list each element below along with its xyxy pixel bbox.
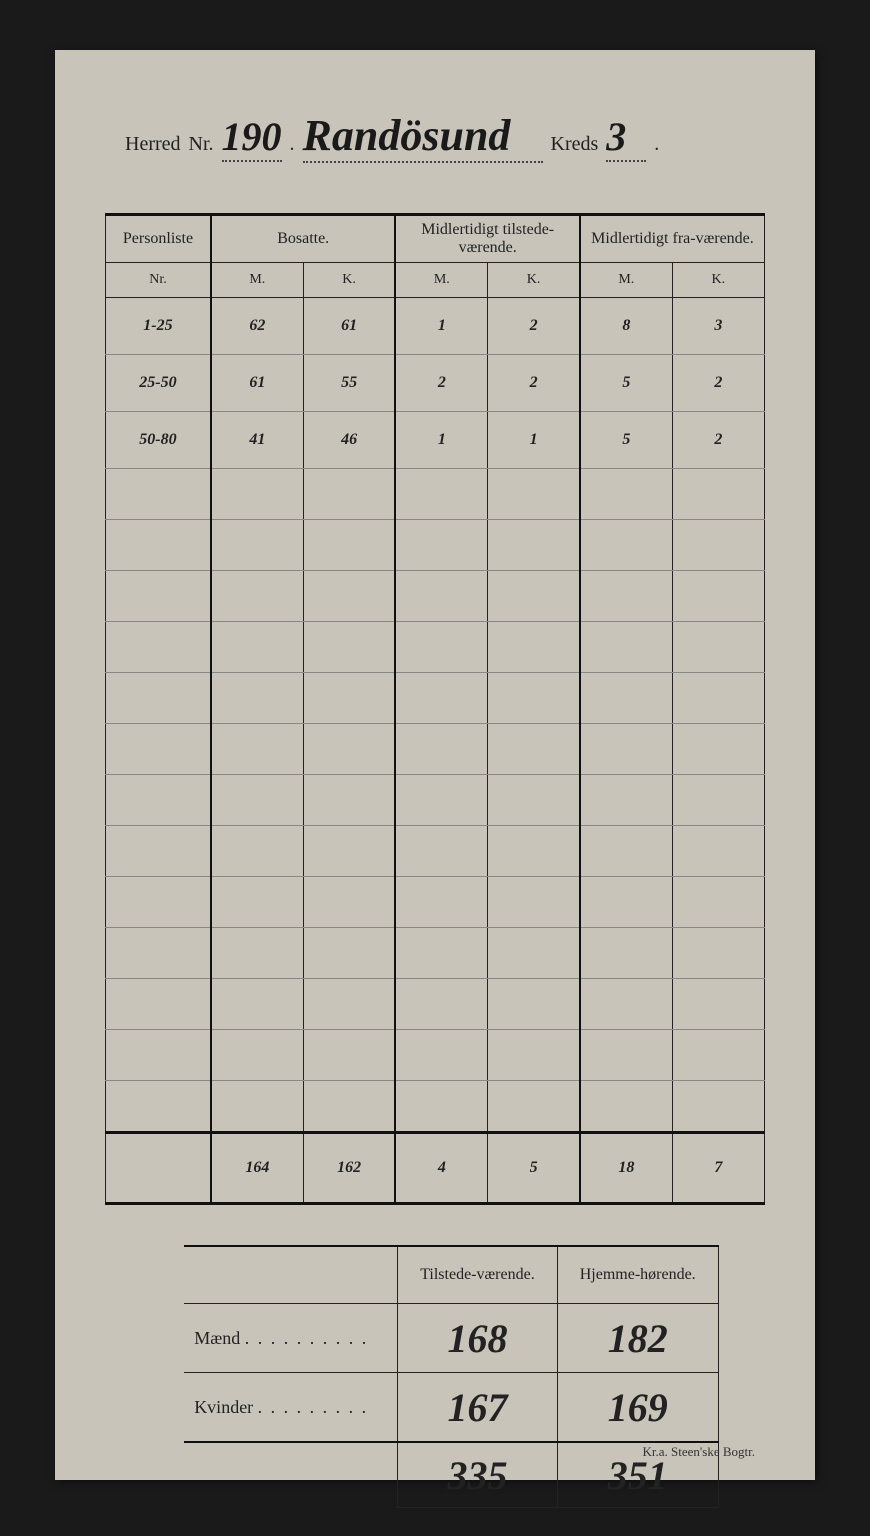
main-data-table: Personliste Bosatte. Midlertidigt tilste… [105,213,765,1205]
th-k: K. [303,263,395,298]
kvinder-row: Kvinder . . . . . . . . . 167 169 [184,1373,718,1443]
table-row: 25-50 61 55 2 2 5 2 [106,355,765,412]
th-midl-til: Midlertidigt tilstede-værende. [395,215,580,263]
th-k: K. [672,263,764,298]
herred-number: 190 [222,113,282,162]
th-tilstede: Tilstede-værende. [398,1246,557,1304]
table-row: 50-80 41 46 1 1 5 2 [106,412,765,469]
census-document: Herred Nr. 190 . Randösund Kreds 3 . Per… [55,50,815,1480]
th-m: M. [580,263,672,298]
th-m: M. [211,263,303,298]
table-body: 1-25 62 61 1 2 8 3 25-50 61 55 2 2 5 2 5… [106,298,765,1204]
th-k: K. [488,263,580,298]
th-m: M. [395,263,487,298]
summary-table: Tilstede-værende. Hjemme-hørende. Mænd .… [184,1245,719,1508]
printer-footer: Kr.a. Steen'ske Bogtr. [643,1444,755,1460]
herred-label: Herred [125,133,181,156]
summary-total-row: 335 351 [184,1442,718,1508]
herred-name: Randösund [303,110,543,163]
kreds-label: Kreds [551,133,599,156]
th-bosatte: Bosatte. [211,215,396,263]
th-personliste: Personliste [106,215,211,263]
kreds-number: 3 [606,113,646,162]
document-header: Herred Nr. 190 . Randösund Kreds 3 . [105,110,765,163]
nr-label: Nr. [189,133,214,156]
totals-row: 164 162 4 5 18 7 [106,1133,765,1204]
table-row: 1-25 62 61 1 2 8 3 [106,298,765,355]
maend-row: Mænd . . . . . . . . . . 168 182 [184,1304,718,1373]
th-midl-fra: Midlertidigt fra-værende. [580,215,765,263]
th-nr: Nr. [106,263,211,298]
th-hjemme: Hjemme-hørende. [557,1246,718,1304]
